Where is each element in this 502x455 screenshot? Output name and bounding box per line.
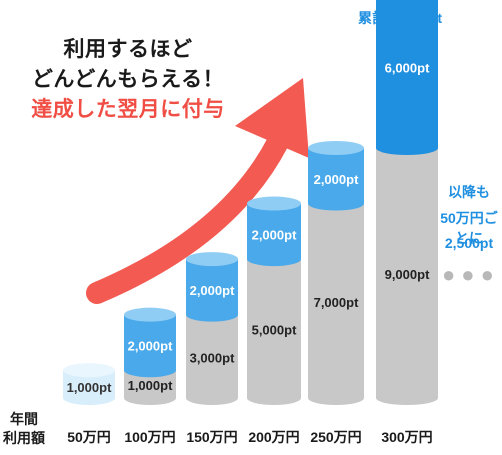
side-note-line-3: 2,500pt bbox=[444, 235, 494, 251]
bar-segment-new bbox=[63, 370, 115, 405]
headline-line-2: どんどんもらえる！ bbox=[31, 68, 225, 91]
headline-line-3: 達成した翌月に付与 bbox=[31, 98, 225, 121]
x-tick-label: 100万円 bbox=[124, 429, 175, 445]
bar-top-cap bbox=[124, 307, 176, 322]
x-axis-title-line-2: 利用額 bbox=[3, 430, 45, 446]
bar-segment-base bbox=[124, 370, 176, 405]
bar-segment-base bbox=[247, 259, 301, 405]
bar-label-new: 2,000pt bbox=[128, 338, 173, 353]
continuation-dots: ●●● bbox=[442, 262, 500, 287]
x-axis-title-line-1: 年間 bbox=[10, 411, 38, 427]
bar-segment-new bbox=[247, 203, 301, 267]
growth-arrow bbox=[86, 78, 309, 304]
x-tick-label: 150万円 bbox=[186, 429, 237, 445]
bar-segment-base bbox=[376, 148, 438, 405]
x-tick-label: 50万円 bbox=[67, 429, 111, 445]
x-tick-label: 250万円 bbox=[310, 429, 361, 445]
bar-label-new: 2,000pt bbox=[252, 227, 297, 242]
headline-line-1: 利用するほど bbox=[63, 38, 193, 61]
bar-top-cap bbox=[247, 196, 301, 211]
bar-column: 7,000pt 2,000pt 250万円 bbox=[308, 141, 364, 445]
bar-column: 1,000pt 50万円 bbox=[63, 363, 115, 445]
x-tick-label: 300万円 bbox=[381, 429, 432, 445]
bar-top-cap bbox=[63, 363, 115, 378]
cumulative-total-label: 累計15,000pt bbox=[357, 10, 443, 26]
bar-label-base: 7,000pt bbox=[314, 295, 359, 310]
bar-segment-new bbox=[376, 0, 438, 155]
x-tick-label: 200万円 bbox=[248, 429, 299, 445]
side-note-line-1: 以降も bbox=[448, 184, 490, 200]
bar-segment-new bbox=[186, 259, 239, 322]
growth-arrow-shaft bbox=[86, 131, 289, 304]
bar-segment-base bbox=[308, 203, 364, 405]
bar-label-new: 2,000pt bbox=[190, 283, 235, 298]
bar-top-cap bbox=[186, 252, 238, 267]
bar-label-base: 3,000pt bbox=[190, 350, 235, 365]
bar-label-new: 6,000pt bbox=[385, 61, 430, 76]
bar-segment-base bbox=[186, 314, 238, 405]
bar-label-base: 9,000pt bbox=[385, 267, 430, 282]
bar-column: 3,000pt 2,000pt 150万円 bbox=[186, 252, 239, 445]
growth-arrow-head bbox=[235, 78, 309, 158]
bar-column: 1,000pt 2,000pt 100万円 bbox=[124, 307, 176, 445]
bar-label-base: 1,000pt bbox=[128, 378, 173, 393]
bar-label-new: 1,000pt bbox=[67, 380, 112, 395]
bar-segment-new bbox=[124, 314, 176, 378]
bar-column: 9,000pt 6,000pt 300万円 bbox=[376, 0, 438, 445]
bar-label-new: 2,000pt bbox=[314, 172, 359, 187]
bar-label-base: 5,000pt bbox=[252, 323, 297, 338]
side-note-line-2: 50万円ごとに bbox=[440, 210, 498, 246]
bar-top-cap bbox=[308, 141, 364, 155]
bar-column: 5,000pt 2,000pt 200万円 bbox=[247, 196, 301, 445]
bar-segment-new bbox=[308, 148, 364, 211]
